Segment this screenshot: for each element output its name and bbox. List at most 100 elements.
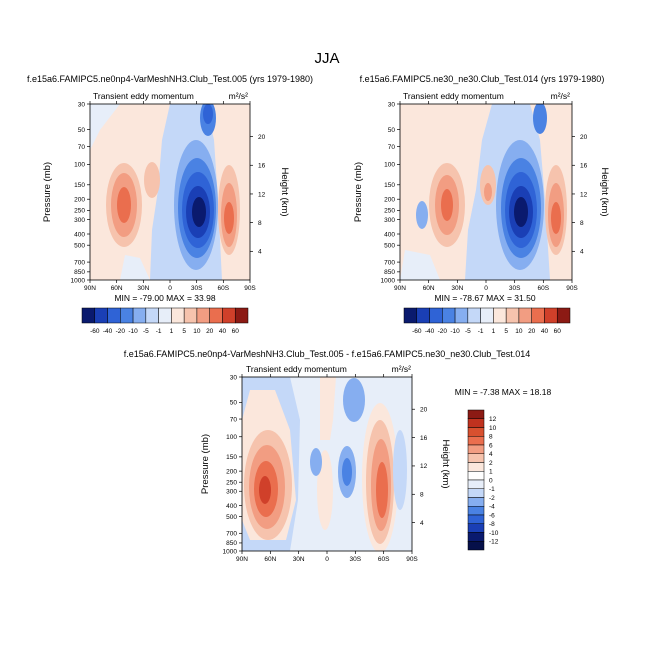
colorbar-swatch [416, 307, 430, 324]
contour-pos-trop [317, 450, 333, 530]
colorbar-swatch [467, 471, 485, 481]
y-tick-label: 100 [74, 162, 85, 169]
y-tick-label: 500 [384, 243, 395, 250]
y-tick-label: 50 [230, 400, 238, 407]
y-tick-label: 100 [226, 434, 237, 441]
colorbar-swatch [467, 444, 485, 454]
min-max-text: MIN = -78.67 MAX = 31.50 [434, 293, 535, 303]
x-tick-label: 60N [264, 556, 276, 563]
y2-axis-label: Height (km) [599, 167, 610, 216]
colorbar-swatch [158, 307, 172, 324]
y-tick-label: 1000 [71, 277, 86, 284]
y2-tick-label: 4 [580, 249, 584, 256]
panel-units: m²/s² [551, 91, 571, 101]
y2-tick-label: 16 [580, 163, 588, 170]
y-tick-label: 850 [384, 269, 395, 276]
colorbar-label: 20 [206, 328, 214, 335]
y-tick-label: 200 [384, 197, 395, 204]
min-max-text: MIN = -79.00 MAX = 33.98 [114, 293, 215, 303]
colorbar-label: -40 [103, 328, 113, 335]
colorbar-swatch [183, 307, 198, 324]
y2-tick-label: 12 [258, 191, 266, 198]
y2-tick-label: 20 [420, 407, 428, 414]
x-tick-label: 0 [325, 556, 329, 563]
contour-neg60 [514, 197, 528, 227]
y-tick-label: 300 [384, 217, 395, 224]
colorbar-label: 4 [489, 451, 493, 458]
panel-units: m²/s² [229, 91, 249, 101]
panel-difference: f.e15a6.FAMIPC5.ne0np4-VarMeshNH3.Club_T… [124, 349, 552, 563]
y2-tick-label: 20 [258, 134, 266, 141]
panel-subtitle: Transient eddy momentum [403, 91, 504, 101]
y-tick-label: 400 [74, 231, 85, 238]
x-tick-label: 30S [350, 556, 362, 563]
x-tick-label: 90S [566, 285, 578, 292]
y2-tick-label: 16 [258, 163, 266, 170]
y-tick-label: 200 [226, 468, 237, 475]
colorbar-top-right: -60 -40 -20 -10 -5 -1 1 5 10 20 40 60 [403, 307, 571, 335]
colorbar-swatch [171, 307, 185, 324]
contour-neg-sh [393, 430, 407, 510]
colorbar-swatch [467, 479, 485, 489]
colorbar-swatch [544, 307, 558, 324]
x-tick-label: 30S [191, 285, 203, 292]
y2-axis-label: Height (km) [279, 167, 290, 216]
colorbar-swatch [429, 307, 443, 324]
colorbar-swatch [107, 307, 121, 324]
y-tick-label: 250 [384, 208, 395, 215]
colorbar-top-left: -60 -40 -20 -10 -5 -1 1 5 10 20 40 60 [81, 307, 249, 335]
colorbar-swatch [120, 307, 134, 324]
colorbar-swatch [403, 307, 418, 324]
y-axis-label: Pressure (mb) [353, 162, 364, 222]
panel-top-right: f.e15a6.FAMIPC5.ne30_ne30.Club_Test.014 … [353, 74, 610, 303]
y-tick-label: 300 [226, 489, 237, 496]
x-tick-label: 60N [423, 285, 435, 292]
colorbar-label: -4 [489, 504, 495, 511]
x-tick-label: 90N [84, 285, 96, 292]
contour-pos1-center [320, 377, 336, 440]
contour-neg-upper [343, 378, 365, 422]
colorbar-swatch [467, 462, 485, 472]
colorbar-label: -10 [128, 328, 138, 335]
colorbar-difference: 12 10 86 4 2 10 -1 -2 -4-6 -8 -10 -12 [467, 409, 499, 551]
colorbar-label: -8 [489, 521, 495, 528]
x-tick-label: 30N [137, 285, 149, 292]
y-tick-label: 850 [226, 540, 237, 547]
colorbar-label: -10 [489, 530, 499, 537]
contour-pos20-sh [224, 202, 234, 234]
min-max-text: MIN = -7.38 MAX = 18.18 [455, 387, 552, 397]
colorbar-swatch [467, 541, 485, 551]
colorbar-label: -5 [143, 328, 149, 335]
colorbar-label: 10 [193, 328, 201, 335]
y-tick-label: 30 [230, 374, 238, 381]
contour-field [242, 377, 412, 551]
colorbar-swatch [505, 307, 520, 324]
colorbar-swatch [467, 307, 481, 324]
contour-pos5-trop [144, 162, 160, 198]
contour-neg1b [120, 255, 150, 280]
x-tick-label: 90S [406, 556, 418, 563]
y-tick-label: 50 [78, 127, 86, 134]
colorbar-label: -2 [489, 495, 495, 502]
contour-neg-trop2 [342, 458, 352, 486]
x-tick-label: 60S [218, 285, 230, 292]
colorbar-label: 2 [489, 460, 493, 467]
y-axis-label: Pressure (mb) [200, 434, 211, 494]
x-tick-label: 30N [293, 556, 305, 563]
colorbar-swatch [493, 307, 507, 324]
panel-subtitle: Transient eddy momentum [246, 364, 347, 374]
x-tick-label: 30S [509, 285, 521, 292]
colorbar-swatch [467, 453, 485, 463]
colorbar-swatch [467, 514, 485, 524]
colorbar-label: -40 [425, 328, 435, 335]
colorbar-swatch [94, 307, 108, 324]
y-tick-label: 200 [74, 197, 85, 204]
axes: 90N 60N 30N 0 30S 60S 90S 30 50 70 100 150 200 250 300… [381, 101, 588, 292]
colorbar-swatch [467, 523, 485, 533]
colorbar-swatch [196, 307, 210, 324]
panel-title: f.e15a6.FAMIPC5.ne30_ne30.Club_Test.014 … [360, 74, 605, 84]
colorbar-swatch [480, 307, 494, 324]
axes: 90N 60N 30N 0 30S 60S 90S 30 50 70 100 150 200 250 300… [71, 101, 266, 292]
y-tick-label: 30 [78, 101, 86, 108]
y-tick-label: 400 [384, 231, 395, 238]
